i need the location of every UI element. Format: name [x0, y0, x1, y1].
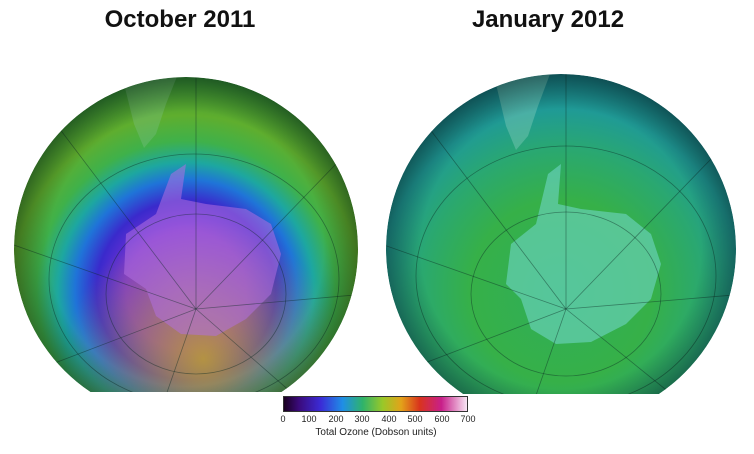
ozone-globe-october-2011 — [14, 77, 358, 392]
colorbar-tick: 0 — [280, 414, 286, 424]
panel-title-october-2011: October 2011 — [104, 6, 256, 33]
colorbar-tick: 200 — [328, 414, 344, 424]
panel-title-january-2012: January 2012 — [471, 6, 625, 33]
colorbar-gradient — [283, 396, 468, 412]
colorbar-tick: 100 — [301, 414, 317, 424]
colorbar-tick: 500 — [407, 414, 423, 424]
colorbar-ticks: 0 100 200 300 400 500 600 700 — [276, 414, 476, 426]
ozone-globe-january-2012 — [386, 74, 736, 394]
colorbar-label: Total Ozone (Dobson units) — [315, 427, 437, 438]
colorbar-tick: 300 — [354, 414, 370, 424]
colorbar-tick: 400 — [381, 414, 397, 424]
ozone-colorbar: 0 100 200 300 400 500 600 700 Total Ozon… — [276, 396, 476, 448]
colorbar-tick: 600 — [434, 414, 450, 424]
colorbar-tick: 700 — [460, 414, 476, 424]
